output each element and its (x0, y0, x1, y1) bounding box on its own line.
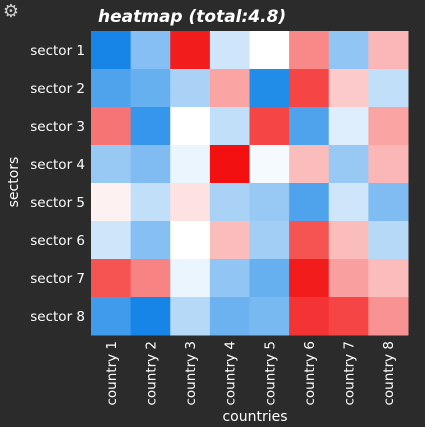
heatmap-cell[interactable] (368, 69, 409, 108)
y-tick-label: sector 5 (30, 195, 85, 211)
heatmap-cell[interactable] (209, 107, 250, 146)
y-tick-label: sector 3 (30, 119, 85, 135)
heatmap-cell[interactable] (130, 297, 171, 336)
heatmap-cell[interactable] (328, 31, 369, 70)
heatmap-cell[interactable] (328, 107, 369, 146)
heatmap-cell[interactable] (368, 183, 409, 222)
heatmap-cell[interactable] (368, 145, 409, 184)
heatmap-cell[interactable] (170, 259, 211, 298)
heatmap-cell[interactable] (130, 31, 171, 70)
heatmap-cell[interactable] (249, 69, 290, 108)
heatmap-cell[interactable] (130, 107, 171, 146)
heatmap-cell[interactable] (249, 31, 290, 70)
heatmap-cell[interactable] (91, 69, 132, 108)
y-tick-label: sector 6 (30, 233, 85, 249)
heatmap-cell[interactable] (91, 183, 132, 222)
heatmap-cell[interactable] (289, 221, 330, 260)
heatmap-cell[interactable] (170, 221, 211, 260)
heatmap-cell[interactable] (368, 221, 409, 260)
heatmap-cell[interactable] (368, 259, 409, 298)
heatmap-cell[interactable] (170, 107, 211, 146)
x-tick-label: country 5 (262, 341, 278, 406)
heatmap-cell[interactable] (209, 69, 250, 108)
heatmap-cell[interactable] (91, 145, 132, 184)
heatmap-cell[interactable] (289, 183, 330, 222)
heatmap-cell[interactable] (130, 69, 171, 108)
heatmap-cell[interactable] (91, 297, 132, 336)
heatmap-cell[interactable] (249, 183, 290, 222)
heatmap-cell[interactable] (130, 259, 171, 298)
heatmap-cell[interactable] (170, 145, 211, 184)
heatmap-cell[interactable] (130, 183, 171, 222)
heatmap-cell[interactable] (249, 145, 290, 184)
heatmap-cell[interactable] (368, 297, 409, 336)
y-tick-label: sector 1 (30, 43, 85, 59)
heatmap-cell[interactable] (249, 297, 290, 336)
heatmap-cell[interactable] (209, 259, 250, 298)
heatmap-cell[interactable] (289, 145, 330, 184)
heatmap-cell[interactable] (130, 145, 171, 184)
x-tick-label: country 3 (183, 341, 199, 406)
heatmap-cell[interactable] (289, 31, 330, 70)
x-tick-label: country 6 (302, 341, 318, 406)
x-tick-label: country 7 (342, 341, 358, 406)
heatmap-cell[interactable] (91, 107, 132, 146)
y-tick-label: sector 7 (30, 271, 85, 287)
heatmap-cell[interactable] (91, 221, 132, 260)
heatmap-cell[interactable] (209, 297, 250, 336)
heatmap-cell[interactable] (289, 69, 330, 108)
heatmap-cell[interactable] (249, 221, 290, 260)
heatmap-cell[interactable] (130, 221, 171, 260)
heatmap-cell[interactable] (91, 31, 132, 70)
chart-title: heatmap (total:4.8) (98, 7, 286, 27)
heatmap-cell[interactable] (328, 259, 369, 298)
y-tick-label: sector 4 (30, 157, 85, 173)
heatmap-cell[interactable] (170, 297, 211, 336)
heatmap-cell[interactable] (328, 183, 369, 222)
heatmap-cell[interactable] (249, 259, 290, 298)
heatmap-cell[interactable] (170, 183, 211, 222)
heatmap-cell[interactable] (289, 259, 330, 298)
heatmap-cell[interactable] (170, 69, 211, 108)
heatmap-cell[interactable] (289, 297, 330, 336)
heatmap-cell[interactable] (368, 107, 409, 146)
x-tick-label: country 8 (381, 341, 397, 406)
y-axis-label: sectors (6, 157, 22, 208)
heatmap-cell[interactable] (328, 69, 369, 108)
heatmap-cell[interactable] (328, 221, 369, 260)
heatmap-cell[interactable] (209, 31, 250, 70)
heatmap-cell[interactable] (170, 31, 211, 70)
heatmap-cell[interactable] (328, 145, 369, 184)
y-tick-label: sector 8 (30, 309, 85, 325)
y-tick-label: sector 2 (30, 81, 85, 97)
x-tick-label: country 4 (223, 341, 239, 406)
x-tick-label: country 2 (143, 341, 159, 406)
heatmap-cell[interactable] (289, 107, 330, 146)
heatmap-cell[interactable] (209, 221, 250, 260)
heatmap-cell[interactable] (249, 107, 290, 146)
x-tick-label: country 1 (104, 341, 120, 406)
heatmap-cell[interactable] (91, 259, 132, 298)
gear-icon[interactable]: ⚙ (2, 1, 20, 22)
heatmap-cell[interactable] (328, 297, 369, 336)
heatmap-cell[interactable] (368, 31, 409, 70)
x-axis-label: countries (222, 409, 287, 425)
heatmap-cell[interactable] (209, 183, 250, 222)
heatmap-cell[interactable] (209, 145, 250, 184)
